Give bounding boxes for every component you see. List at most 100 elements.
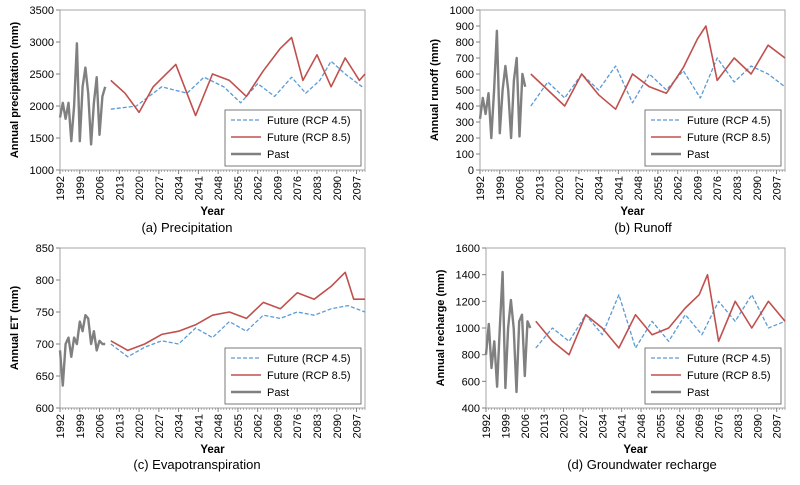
x-tick-label: 2083 bbox=[732, 176, 744, 200]
y-tick-label: 1600 bbox=[456, 243, 480, 255]
x-tick-label: 2034 bbox=[174, 414, 186, 438]
y-tick-label: 800 bbox=[462, 350, 480, 362]
y-tick-label: 3000 bbox=[30, 37, 54, 49]
y-tick-label: 3500 bbox=[30, 5, 54, 17]
panel-caption: (c) Evapotranspiration bbox=[133, 457, 260, 472]
x-axis-title: Year bbox=[200, 206, 225, 218]
x-tick-label: 2041 bbox=[193, 176, 205, 200]
x-tick-label: 2027 bbox=[574, 176, 586, 200]
y-tick-label: 0 bbox=[468, 165, 474, 177]
x-tick-label: 2034 bbox=[594, 176, 606, 200]
legend-label-3: Past bbox=[687, 149, 709, 161]
x-tick-label: 2062 bbox=[253, 414, 265, 438]
legend-label-1: Future (RCP 4.5) bbox=[267, 353, 351, 365]
series-line-1 bbox=[530, 57, 786, 107]
x-tick-label: 2013 bbox=[114, 414, 126, 438]
x-tick-label: 2097 bbox=[352, 176, 364, 200]
x-axis-title: Year bbox=[200, 444, 225, 456]
x-axis-title: Year bbox=[620, 206, 645, 218]
x-tick-label: 2076 bbox=[292, 176, 304, 200]
x-tick-label: 2027 bbox=[578, 414, 590, 438]
x-tick-label: 2055 bbox=[655, 414, 667, 438]
y-tick-label: 400 bbox=[462, 403, 480, 415]
y-tick-label: 2500 bbox=[30, 69, 54, 81]
x-tick-label: 2034 bbox=[597, 414, 609, 438]
y-axis-title: Annual recharge (mm) bbox=[435, 269, 447, 386]
legend-label-2: Future (RCP 8.5) bbox=[687, 132, 771, 144]
x-tick-label: 2020 bbox=[134, 176, 146, 200]
x-tick-label: 1999 bbox=[75, 414, 87, 438]
y-tick-label: 100 bbox=[456, 149, 474, 161]
legend-box bbox=[224, 109, 362, 167]
y-tick-label: 600 bbox=[36, 403, 54, 415]
x-tick-label: 2097 bbox=[772, 414, 784, 438]
x-tick-label: 2055 bbox=[653, 176, 665, 200]
series-line-3 bbox=[478, 29, 527, 140]
legend-box bbox=[224, 347, 362, 405]
series-line-2 bbox=[110, 271, 365, 352]
y-tick-label: 500 bbox=[456, 85, 474, 97]
x-tick-label: 2062 bbox=[675, 414, 687, 438]
x-tick-label: 2090 bbox=[332, 176, 344, 200]
y-axis-title: Annual ET (mm) bbox=[9, 286, 21, 371]
y-tick-label: 750 bbox=[36, 307, 54, 319]
x-tick-label: 2013 bbox=[534, 176, 546, 200]
x-tick-label: 2020 bbox=[559, 414, 571, 438]
y-axis-title: Annual precipitation (mm) bbox=[9, 22, 21, 159]
y-tick-label: 800 bbox=[456, 37, 474, 49]
x-tick-label: 2027 bbox=[154, 176, 166, 200]
series-line-3 bbox=[484, 270, 532, 394]
x-tick-label: 2055 bbox=[233, 176, 245, 200]
x-tick-label: 2083 bbox=[312, 176, 324, 200]
legend-label-3: Past bbox=[267, 387, 289, 399]
x-tick-label: 1999 bbox=[75, 176, 87, 200]
series-line-3 bbox=[58, 42, 107, 146]
x-tick-label: 2006 bbox=[515, 176, 527, 200]
legend-label-2: Future (RCP 8.5) bbox=[687, 370, 771, 382]
y-tick-label: 800 bbox=[36, 275, 54, 287]
series-line-2 bbox=[535, 273, 786, 356]
y-tick-label: 900 bbox=[456, 21, 474, 33]
legend-label-1: Future (RCP 4.5) bbox=[687, 353, 771, 365]
legend-label-3: Past bbox=[687, 387, 709, 399]
y-tick-label: 1200 bbox=[456, 296, 480, 308]
legend: Future (RCP 4.5) Future (RCP 8.5) Past bbox=[224, 109, 362, 167]
series-line-2 bbox=[110, 36, 366, 117]
legend-label-2: Future (RCP 8.5) bbox=[267, 370, 351, 382]
y-tick-label: 400 bbox=[456, 101, 474, 113]
x-tick-label: 2048 bbox=[213, 414, 225, 438]
x-tick-label: 2048 bbox=[636, 414, 648, 438]
x-tick-label: 2006 bbox=[95, 414, 107, 438]
x-tick-label: 2062 bbox=[673, 176, 685, 200]
legend: Future (RCP 4.5) Future (RCP 8.5) Past bbox=[224, 347, 362, 405]
panel-4: 400 600 800 1000 1200 1400 1600 1992 1999 2006 201… bbox=[435, 243, 786, 472]
panel-caption: (b) Runoff bbox=[614, 220, 672, 235]
x-tick-label: 1992 bbox=[55, 176, 67, 200]
legend-box bbox=[644, 109, 782, 167]
x-tick-label: 2006 bbox=[520, 414, 532, 438]
legend-label-1: Future (RCP 4.5) bbox=[687, 115, 771, 127]
x-tick-label: 2027 bbox=[154, 414, 166, 438]
y-tick-label: 200 bbox=[456, 133, 474, 145]
x-tick-label: 2069 bbox=[272, 414, 284, 438]
legend-label-2: Future (RCP 8.5) bbox=[267, 132, 351, 144]
y-tick-label: 600 bbox=[456, 69, 474, 81]
panel-3: 600 650 700 750 800 850 1992 1999 2006 2013 2020 20… bbox=[9, 243, 366, 472]
series-line-3 bbox=[58, 314, 106, 387]
x-tick-label: 2041 bbox=[617, 414, 629, 438]
y-tick-label: 1000 bbox=[450, 5, 474, 17]
x-tick-label: 2090 bbox=[752, 176, 764, 200]
x-tick-label: 2097 bbox=[772, 176, 784, 200]
panel-1: 1000 1500 2000 2500 3000 3500 1992 1999 2006 2013… bbox=[9, 5, 366, 235]
x-tick-label: 1992 bbox=[475, 176, 487, 200]
y-tick-label: 650 bbox=[36, 371, 54, 383]
series-line-1 bbox=[110, 60, 363, 110]
y-tick-label: 2000 bbox=[30, 101, 54, 113]
y-tick-label: 300 bbox=[456, 117, 474, 129]
panel-2: 0 100 200 300 400 500 600 700 800 900 1000 1992 1999… bbox=[429, 5, 786, 235]
y-tick-label: 1000 bbox=[30, 165, 54, 177]
series-line-1 bbox=[110, 304, 366, 358]
x-tick-label: 2048 bbox=[633, 176, 645, 200]
